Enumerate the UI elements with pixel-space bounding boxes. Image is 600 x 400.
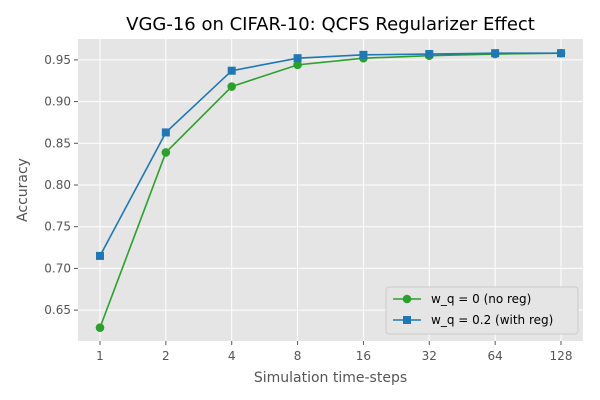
data-point-circle [161,148,171,157]
data-point-square [359,50,368,59]
x-tick-label: 32 [422,349,437,363]
legend-marker-square [403,316,411,324]
series-line-0 [99,52,562,328]
y-tick-label: 0.75 [44,220,71,234]
x-tick-label: 1 [96,349,104,363]
data-point-square [293,54,302,63]
data-point-square [557,49,565,58]
y-tick-label: 0.85 [44,136,71,150]
x-tick-label: 128 [550,349,573,363]
x-tick-label: 4 [228,349,236,363]
data-point-circle [227,82,237,91]
legend-box [385,286,579,335]
y-tick-label: 0.65 [44,303,71,317]
y-tick-label: 0.90 [44,95,71,109]
legend-label: w_q = 0.2 (with reg) [431,313,553,327]
y-tick-label: 0.80 [44,178,71,192]
data-point-square [491,49,500,58]
legend-label: w_q = 0 (no reg) [431,292,531,306]
legend: w_q = 0 (no reg) w_q = 0.2 (with reg) [385,286,579,335]
x-tick-label: 16 [356,349,371,363]
x-tick-label: 8 [294,349,302,363]
y-tick-label: 0.95 [44,53,71,67]
data-point-circle [95,323,105,332]
x-tick-label: 2 [162,349,170,363]
series-line-1 [99,52,561,257]
data-point-square [227,66,236,75]
chart-title: VGG-16 on CIFAR-10: QCFS Regularizer Eff… [126,14,535,35]
x-tick-label: 64 [488,349,503,363]
x-axis-label: Simulation time-steps [254,370,407,386]
y-tick-label: 0.70 [44,261,71,275]
data-point-square [425,50,434,59]
data-point-square [96,251,104,260]
legend-marker-circle [402,294,412,304]
data-point-square [161,128,170,137]
series-group [95,48,566,332]
data-point-circle [293,60,302,70]
y-axis-label: Accuracy [15,158,31,222]
tick-labels: 1 2 4 8 16 32 64 128 0.65 0.70 0.75 0.80 0.85 0.90 0.9… [44,53,572,363]
